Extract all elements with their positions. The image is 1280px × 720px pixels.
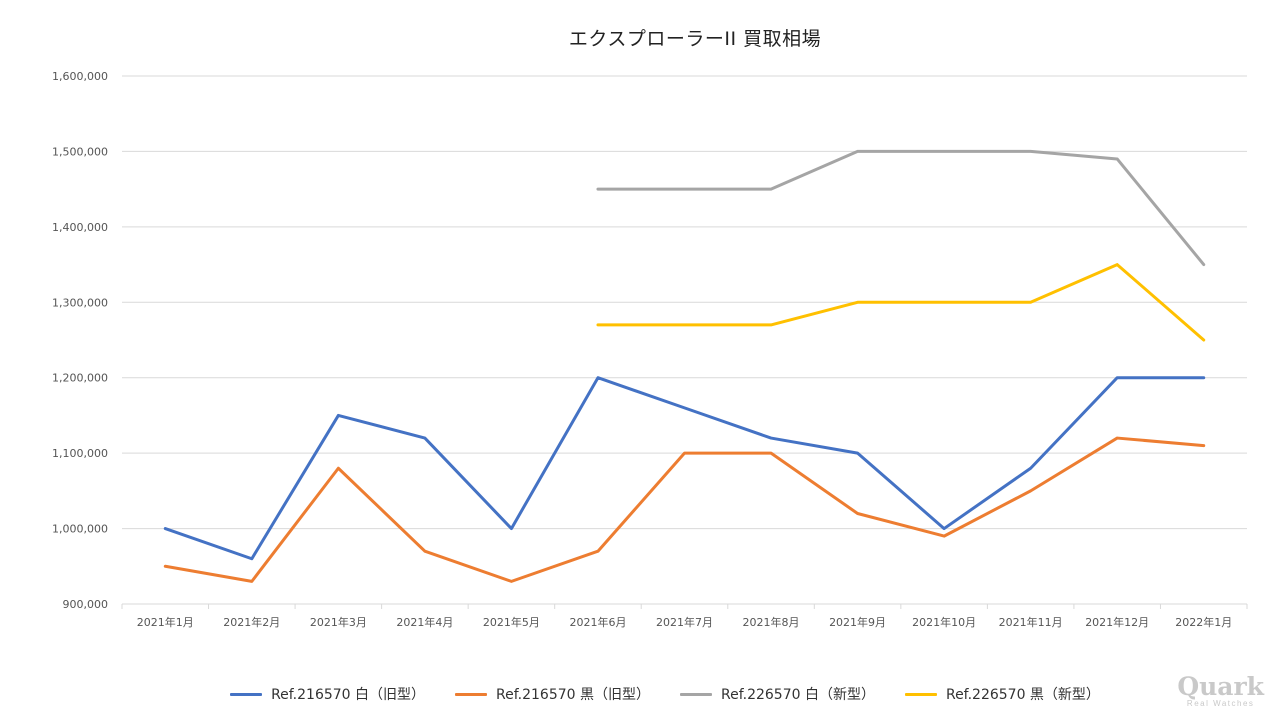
watermark-logo: Quark Real Watches: [1177, 674, 1264, 708]
y-tick-label: 1,400,000: [52, 221, 108, 234]
legend-item: Ref.226570 白（新型）: [680, 684, 875, 704]
x-tick-label: 2021年8月: [743, 615, 800, 629]
y-tick-label: 1,600,000: [52, 70, 108, 83]
y-tick-label: 1,300,000: [52, 296, 108, 309]
x-tick-label: 2021年11月: [999, 615, 1063, 629]
y-tick-label: 1,100,000: [52, 447, 108, 460]
series-line-4: [596, 263, 1206, 342]
x-tick-label: 2021年12月: [1085, 615, 1149, 629]
chart-legend: Ref.216570 白（旧型） Ref.216570 黒（旧型） Ref.2265…: [0, 684, 1280, 704]
legend-swatch: [680, 692, 712, 696]
legend-swatch: [455, 692, 488, 696]
y-tick-label: 1,000,000: [52, 523, 108, 536]
x-tick-label: 2022年1月: [1175, 615, 1232, 629]
x-tick-label: 2021年10月: [912, 615, 976, 629]
x-tick-label: 2021年1月: [137, 615, 194, 629]
watermark-sub: Real Watches: [1186, 699, 1255, 708]
legend-swatch: [230, 692, 263, 696]
y-tick-label: 900,000: [63, 598, 109, 611]
legend-item: Ref.216570 黒（旧型）: [455, 684, 650, 704]
legend-label: Ref.216570 白（旧型）: [271, 687, 426, 703]
legend-label: Ref.216570 黒（旧型）: [496, 687, 650, 703]
series-line-3: [596, 149, 1206, 267]
legend-swatch: [904, 692, 937, 696]
x-tick-label: 2021年5月: [483, 615, 540, 629]
x-tick-label: 2021年4月: [396, 615, 453, 629]
watermark-main: Quark: [1177, 672, 1264, 701]
y-tick-label: 1,500,000: [52, 145, 108, 158]
x-tick-label: 2021年7月: [656, 615, 713, 629]
series-line-2: [163, 436, 1206, 583]
x-tick-label: 2021年3月: [310, 615, 367, 629]
x-tick-label: 2021年2月: [223, 615, 280, 629]
y-tick-label: 1,200,000: [52, 372, 108, 385]
legend-item: Ref.226570 黒（新型）: [904, 684, 1100, 704]
x-tick-label: 2021年6月: [569, 615, 626, 629]
series-line-1: [163, 376, 1206, 561]
legend-label: Ref.226570 黒（新型）: [945, 687, 1100, 703]
legend-item: Ref.216570 白（旧型）: [230, 684, 425, 704]
legend-label: Ref.226570 白（新型）: [721, 687, 875, 703]
x-tick-label: 2021年9月: [829, 615, 886, 629]
chart-title: エクスプローラーII 買取相場: [568, 28, 822, 50]
